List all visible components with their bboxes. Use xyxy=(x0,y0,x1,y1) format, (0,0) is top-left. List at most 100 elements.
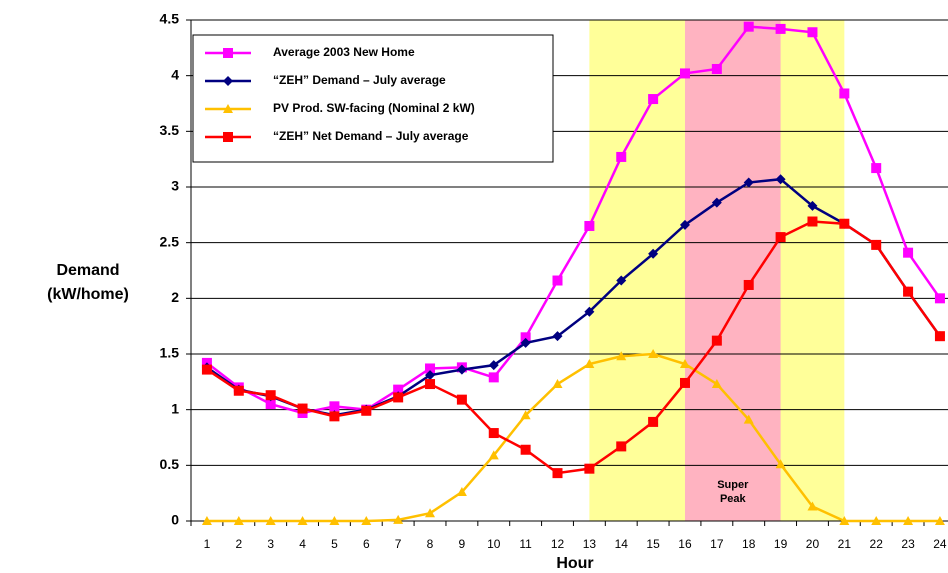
marker xyxy=(679,219,690,230)
marker xyxy=(425,370,436,381)
marker xyxy=(223,76,233,86)
marker xyxy=(648,94,659,105)
marker xyxy=(711,63,722,74)
marker xyxy=(488,372,499,383)
marker xyxy=(456,364,467,375)
y-tick-label: 4 xyxy=(171,66,179,82)
y-axis-label: (kW/home) xyxy=(47,286,129,303)
marker xyxy=(871,163,882,174)
x-tick-label: 13 xyxy=(583,537,597,551)
marker xyxy=(711,197,722,208)
marker xyxy=(934,516,945,525)
marker xyxy=(361,516,372,525)
marker xyxy=(329,516,340,525)
x-tick-label: 9 xyxy=(459,537,466,551)
marker xyxy=(265,399,276,410)
marker xyxy=(648,248,659,259)
marker xyxy=(775,23,786,34)
legend-label: “ZEH” Demand – July average xyxy=(273,73,446,87)
x-tick-label: 22 xyxy=(870,537,884,551)
x-tick-label: 12 xyxy=(551,537,565,551)
x-tick-label: 16 xyxy=(678,537,692,551)
x-tick-label: 20 xyxy=(806,537,820,551)
marker xyxy=(648,416,659,427)
x-tick-label: 2 xyxy=(235,537,242,551)
marker xyxy=(839,218,850,229)
marker xyxy=(616,275,627,286)
x-tick-label: 11 xyxy=(519,537,532,551)
marker xyxy=(743,279,754,290)
marker xyxy=(871,239,882,250)
marker xyxy=(233,516,244,525)
band-label: Peak xyxy=(720,493,747,505)
marker xyxy=(903,516,914,525)
marker xyxy=(711,379,722,389)
marker xyxy=(775,174,786,185)
highlight-band xyxy=(684,20,781,521)
marker xyxy=(711,335,722,346)
band-label: Super xyxy=(717,479,749,491)
marker xyxy=(223,48,233,58)
marker xyxy=(329,401,340,412)
x-tick-label: 24 xyxy=(933,537,947,551)
x-tick-label: 5 xyxy=(331,537,338,551)
marker xyxy=(903,286,914,297)
marker xyxy=(903,247,914,258)
marker xyxy=(584,220,595,231)
marker xyxy=(584,359,595,369)
marker xyxy=(743,177,754,188)
marker xyxy=(807,200,818,211)
x-tick-label: 19 xyxy=(774,537,788,551)
y-tick-label: 0 xyxy=(171,512,179,528)
marker xyxy=(648,349,659,358)
legend-label: “ZEH” Net Demand – July average xyxy=(273,129,469,143)
series-line xyxy=(206,220,941,475)
marker xyxy=(520,332,531,343)
marker xyxy=(425,508,436,518)
marker xyxy=(775,232,786,243)
marker xyxy=(393,514,404,524)
marker xyxy=(934,331,945,342)
marker xyxy=(201,516,212,525)
x-tick-label: 17 xyxy=(710,537,724,551)
marker xyxy=(425,363,436,374)
marker xyxy=(520,337,531,348)
y-tick-label: 1.5 xyxy=(160,345,180,361)
marker xyxy=(520,444,531,455)
marker xyxy=(679,359,690,369)
marker xyxy=(488,360,499,371)
x-tick-label: 3 xyxy=(267,537,274,551)
marker xyxy=(361,405,372,416)
y-tick-label: 4.5 xyxy=(160,11,180,27)
marker xyxy=(297,516,308,525)
marker xyxy=(584,463,595,474)
series-line xyxy=(206,352,940,523)
marker xyxy=(552,331,563,342)
marker xyxy=(616,351,627,361)
x-tick-label: 1 xyxy=(204,537,211,551)
marker xyxy=(775,459,786,469)
legend-box xyxy=(192,34,554,163)
y-axis-label: Demand xyxy=(56,262,119,279)
y-tick-label: 3.5 xyxy=(160,122,180,138)
marker xyxy=(871,516,882,525)
marker xyxy=(456,487,467,497)
marker xyxy=(488,428,499,439)
x-tick-label: 6 xyxy=(363,537,370,551)
marker xyxy=(520,410,531,420)
y-tick-label: 2.5 xyxy=(160,233,180,249)
marker xyxy=(839,516,850,525)
marker xyxy=(233,385,244,396)
x-axis-label: Hour xyxy=(556,555,593,572)
marker xyxy=(584,306,595,317)
marker xyxy=(679,377,690,388)
marker xyxy=(265,516,276,525)
x-tick-label: 21 xyxy=(838,537,852,551)
x-tick-label: 8 xyxy=(427,537,434,551)
marker xyxy=(265,390,276,401)
marker xyxy=(743,414,754,424)
marker xyxy=(839,88,850,99)
marker xyxy=(201,364,212,375)
y-tick-label: 0.5 xyxy=(160,456,180,472)
